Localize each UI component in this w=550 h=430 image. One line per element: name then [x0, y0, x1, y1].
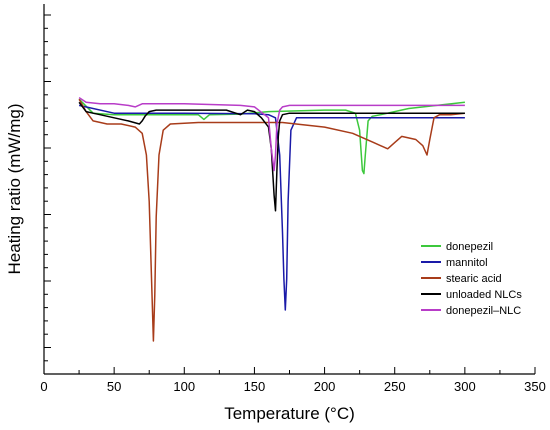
x-tick-label: 150 — [244, 379, 266, 394]
legend-label-3: unloaded NLCs — [446, 289, 522, 301]
series-line-1 — [78, 104, 465, 311]
x-tick-label: 350 — [524, 379, 546, 394]
legend-label-0: donepezil — [446, 241, 493, 253]
series-line-3 — [78, 101, 465, 212]
legend-label-1: mannitol — [446, 257, 488, 269]
x-tick-label: 50 — [107, 379, 121, 394]
x-tick-label: 200 — [314, 379, 336, 394]
legend-label-2: stearic acid — [446, 273, 502, 285]
series-line-2 — [78, 98, 465, 342]
x-tick-label: 250 — [384, 379, 406, 394]
series-line-4 — [78, 96, 465, 172]
x-tick-label: 100 — [173, 379, 195, 394]
legend: donepezil mannitol stearic acid unloaded NL… — [421, 241, 522, 317]
legend-label-4: donepezil–NLC — [446, 305, 521, 317]
series-line-0 — [78, 98, 465, 175]
x-axis-title: Temperature (°C) — [224, 404, 355, 423]
x-tick-label: 300 — [454, 379, 476, 394]
y-axis-title: Heating ratio (mW/mg) — [5, 104, 24, 275]
series-layer — [78, 96, 465, 342]
x-tick-label: 0 — [40, 379, 47, 394]
axes-layer: 0 50 100 150 200 250 300 350 — [40, 4, 546, 394]
